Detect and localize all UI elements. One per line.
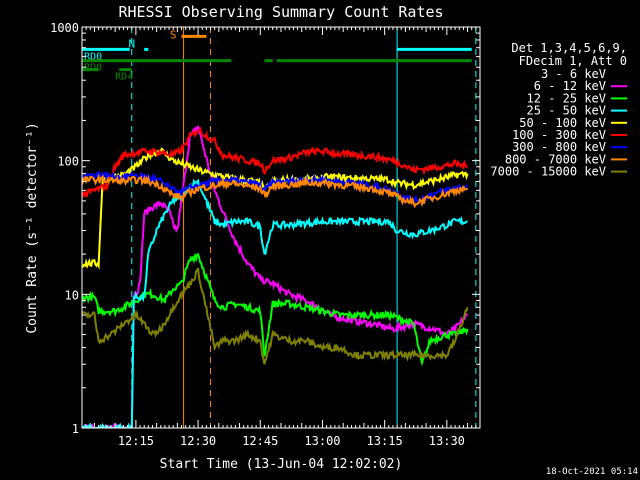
legend-label-3: 25 - 50 keV	[527, 104, 606, 118]
annotation-label-1: S	[170, 29, 177, 42]
vertical-markers	[131, 27, 477, 428]
series-line-4	[82, 147, 469, 270]
series-line-0	[82, 134, 469, 428]
legend-label-6: 300 - 800 keV	[512, 140, 606, 154]
legend-header-line-1: Det 1,3,4,5,6,9,	[511, 41, 627, 55]
legend-label-1: 6 - 12 keV	[534, 79, 606, 93]
legend-header-line-2: FDecim 1, Att 0	[519, 54, 627, 68]
chart-title: RHESSI Observing Summary Count Rates	[118, 3, 443, 21]
series-line-3	[82, 178, 468, 428]
series-line-5	[82, 126, 468, 198]
series-line-1	[82, 125, 469, 428]
annotation-bar-label-0: RD0	[84, 51, 102, 62]
y-tick-label-3: 1000	[50, 21, 79, 35]
x-tick-label-3: 13:00	[304, 434, 340, 448]
y-tick-label-1: 10	[65, 288, 79, 302]
series-line-7	[82, 173, 469, 209]
series-lines	[82, 125, 469, 428]
footer-timestamp: 18-Oct-2021 05:14	[546, 467, 638, 477]
legend-label-8: 7000 - 15000 keV	[490, 165, 606, 179]
x-tick-label-5: 13:30	[429, 434, 465, 448]
legend-label-4: 50 - 100 keV	[519, 116, 606, 130]
x-tick-label-4: 13:15	[367, 434, 403, 448]
series-line-8	[82, 267, 469, 365]
legend-label-7: 800 - 7000 keV	[505, 152, 606, 166]
legend-label-0: 3 - 6 keV	[541, 67, 606, 81]
y-tick-label-2: 100	[57, 155, 79, 169]
annotation-bars: RD0RD0RD4NS	[82, 29, 472, 83]
annotation-bar-label-2: RD4	[115, 72, 133, 83]
series-line-2	[82, 252, 469, 367]
y-tick-label-0: 1	[72, 422, 79, 436]
x-tick-label-0: 12:15	[118, 434, 154, 448]
legend-label-2: 12 - 25 keV	[527, 91, 606, 105]
annotation-label-0: N	[128, 38, 135, 51]
x-tick-label-1: 12:30	[180, 434, 216, 448]
axis-ticks: 1 10 100 1000 12:15 12:30 12:45 13:00 13:15 13:30	[50, 21, 480, 448]
legend-label-5: 100 - 300 keV	[512, 128, 606, 142]
y-axis-label: Count Rate (s⁻¹ detector⁻¹)	[25, 122, 40, 333]
x-axis-label: Start Time (13-Jun-04 12:02:02)	[160, 457, 403, 472]
legend: Det 1,3,4,5,6,9, FDecim 1, Att 0 3 - 6 k…	[490, 41, 627, 179]
x-tick-label-2: 12:45	[242, 434, 278, 448]
